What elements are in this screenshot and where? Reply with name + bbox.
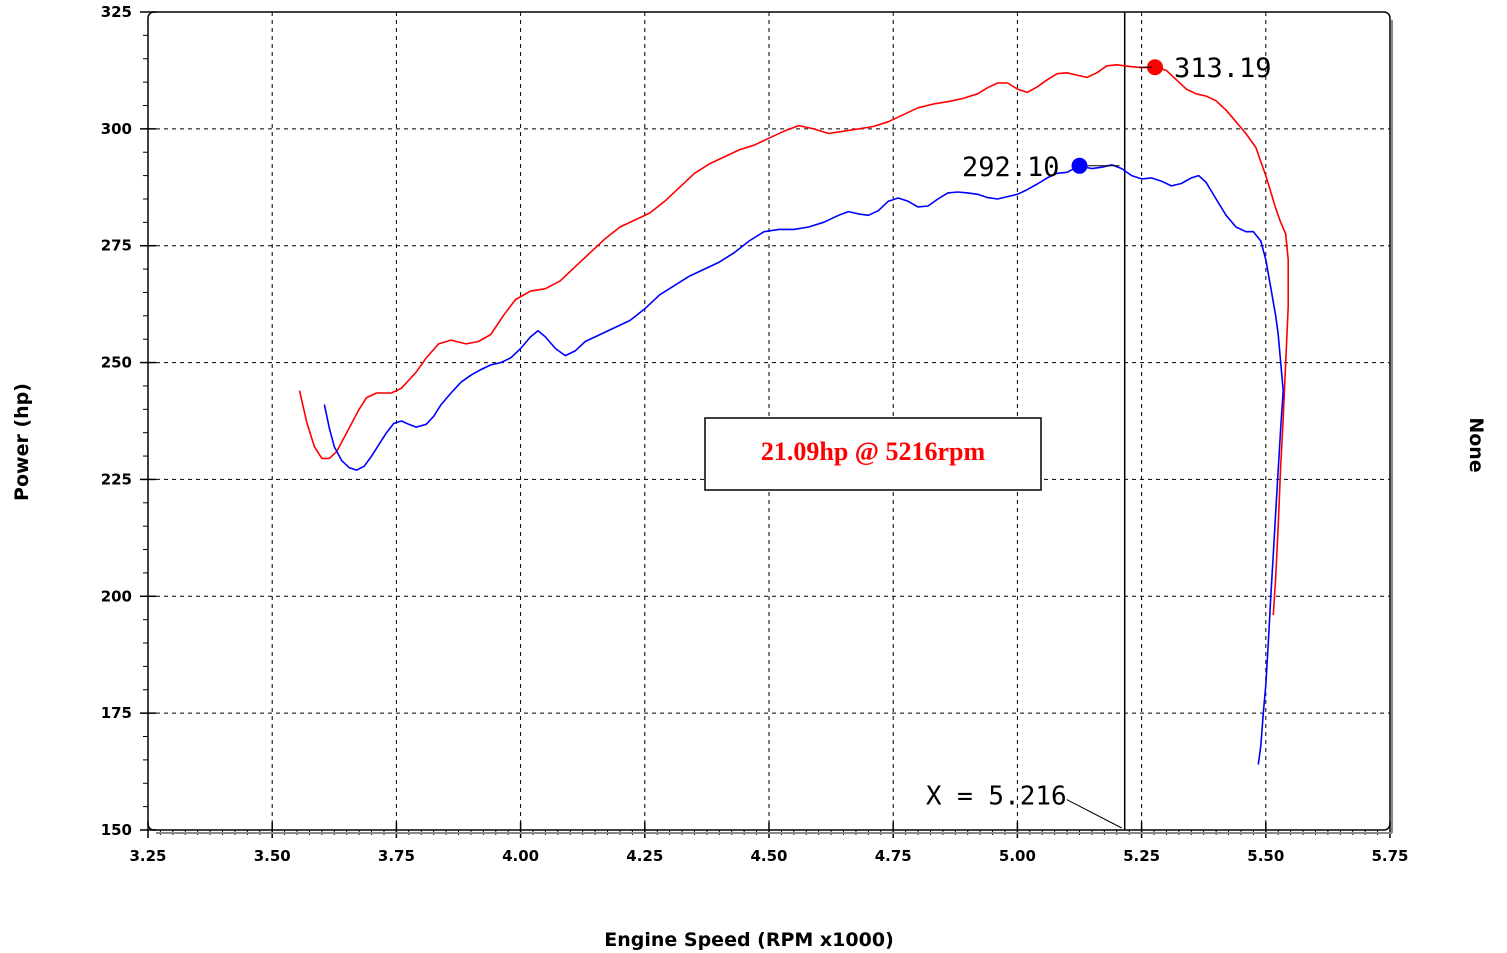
x-tick-label: 3.25 (129, 847, 166, 865)
x-tick-labels: 3.25 3.50 3.75 4.00 4.25 4.50 4.75 5.00 5.25 5.50… (129, 847, 1408, 865)
x-tick-label: 5.25 (1123, 847, 1160, 865)
y-tick-label: 300 (101, 120, 132, 138)
plot-frame (147, 11, 1391, 831)
y-tick-label: 225 (101, 470, 132, 488)
cursor-label: X = 5.216 (926, 781, 1067, 811)
x-tick-label: 3.75 (378, 847, 415, 865)
y-tick-label: 325 (101, 3, 132, 21)
x-tick-label: 4.50 (750, 847, 787, 865)
x-tick-label: 4.75 (875, 847, 912, 865)
x-tick-label: 5.00 (999, 847, 1036, 865)
y-tick-label: 275 (101, 237, 132, 255)
annotation-box (704, 417, 1042, 491)
peak-marker (1147, 59, 1164, 76)
x-tick-label: 5.75 (1371, 847, 1408, 865)
peak-marker (1071, 157, 1088, 174)
y-tick-label: 200 (101, 587, 132, 605)
cursor-label-leader (1066, 799, 1122, 829)
y-tick-label: 150 (101, 821, 132, 839)
grid-lines (148, 12, 1390, 830)
y-tick-labels: 150 175 200 225 250 275 300 325 (101, 3, 132, 839)
x-tick-label: 5.50 (1247, 847, 1284, 865)
right-axis-title: None (1465, 417, 1487, 472)
peak-label: 292.10 (962, 152, 1060, 183)
y-tick-label: 175 (101, 704, 132, 722)
series-lines (298, 64, 1289, 765)
x-tick-label: 4.25 (626, 847, 663, 865)
y-axis-title: Power (hp) (11, 383, 33, 501)
annotation-text: 21.09hp @ 5216rpm (761, 437, 986, 466)
peak-label: 313.19 (1174, 53, 1272, 84)
peak-markers: 313.19 292.10 (962, 53, 1272, 183)
y-tick-label: 250 (101, 354, 132, 372)
series-blue-line (323, 164, 1284, 765)
x-axis-title: Engine Speed (RPM x1000) (604, 929, 894, 951)
x-tick-label: 3.50 (254, 847, 291, 865)
series-red-line (298, 64, 1289, 616)
x-tick-label: 4.00 (502, 847, 539, 865)
